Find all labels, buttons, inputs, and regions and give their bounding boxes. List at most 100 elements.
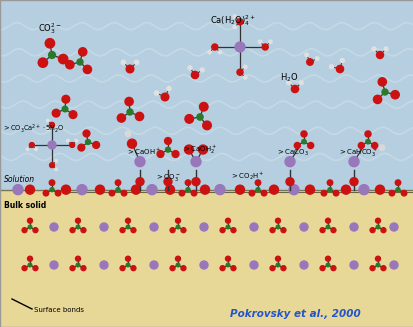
Circle shape bbox=[389, 223, 397, 231]
Circle shape bbox=[75, 139, 78, 142]
Circle shape bbox=[125, 97, 133, 106]
Circle shape bbox=[55, 160, 57, 162]
Circle shape bbox=[375, 256, 380, 261]
Circle shape bbox=[235, 42, 244, 52]
Circle shape bbox=[191, 190, 196, 196]
Circle shape bbox=[291, 85, 298, 93]
Circle shape bbox=[285, 178, 293, 186]
Circle shape bbox=[22, 228, 27, 232]
Circle shape bbox=[77, 185, 87, 195]
Circle shape bbox=[319, 266, 324, 271]
Circle shape bbox=[301, 139, 306, 144]
Circle shape bbox=[81, 266, 86, 271]
Circle shape bbox=[154, 91, 158, 95]
Circle shape bbox=[269, 185, 278, 194]
Text: $\mathregular{>CO_3^-}$: $\mathregular{>CO_3^-}$ bbox=[154, 172, 180, 183]
Circle shape bbox=[329, 65, 333, 69]
Circle shape bbox=[100, 261, 108, 269]
Text: $\mathregular{Ca(H_2O)_4^{2+}}$: $\mathregular{Ca(H_2O)_4^{2+}}$ bbox=[209, 13, 255, 27]
Circle shape bbox=[66, 60, 74, 69]
Circle shape bbox=[83, 130, 90, 137]
Circle shape bbox=[249, 261, 257, 269]
Circle shape bbox=[336, 65, 343, 73]
Text: Surface bonds: Surface bonds bbox=[34, 307, 84, 313]
Circle shape bbox=[383, 47, 387, 51]
Circle shape bbox=[55, 168, 57, 171]
Circle shape bbox=[306, 59, 313, 65]
Circle shape bbox=[214, 185, 224, 195]
Circle shape bbox=[371, 47, 375, 51]
Circle shape bbox=[192, 178, 199, 186]
Circle shape bbox=[22, 266, 27, 271]
Circle shape bbox=[261, 190, 266, 196]
Circle shape bbox=[126, 225, 130, 229]
Bar bbox=[0, 0, 413, 190]
Circle shape bbox=[131, 185, 140, 194]
Circle shape bbox=[26, 185, 34, 194]
Circle shape bbox=[377, 78, 385, 86]
Circle shape bbox=[236, 69, 242, 75]
Circle shape bbox=[93, 142, 99, 148]
Circle shape bbox=[135, 157, 145, 167]
Circle shape bbox=[46, 119, 49, 122]
Circle shape bbox=[365, 139, 369, 144]
Circle shape bbox=[230, 266, 235, 271]
Circle shape bbox=[341, 185, 350, 194]
Circle shape bbox=[165, 185, 174, 194]
Circle shape bbox=[275, 263, 279, 267]
Circle shape bbox=[300, 131, 306, 137]
Circle shape bbox=[339, 59, 344, 62]
Circle shape bbox=[326, 180, 332, 185]
Circle shape bbox=[233, 26, 236, 29]
Circle shape bbox=[170, 266, 175, 271]
Text: $\mathregular{>CaCO_3}$: $\mathregular{>CaCO_3}$ bbox=[275, 148, 308, 158]
Circle shape bbox=[220, 228, 225, 232]
Circle shape bbox=[76, 263, 80, 267]
Circle shape bbox=[150, 223, 158, 231]
Circle shape bbox=[27, 218, 32, 223]
Text: Bulk solid: Bulk solid bbox=[4, 201, 46, 210]
Circle shape bbox=[319, 228, 324, 232]
Circle shape bbox=[75, 218, 80, 223]
Circle shape bbox=[375, 225, 379, 229]
Circle shape bbox=[166, 86, 171, 91]
Circle shape bbox=[35, 148, 37, 150]
Circle shape bbox=[380, 228, 385, 232]
Circle shape bbox=[249, 190, 254, 196]
Circle shape bbox=[200, 68, 204, 72]
Circle shape bbox=[307, 143, 313, 148]
Circle shape bbox=[125, 256, 130, 261]
Circle shape bbox=[304, 53, 308, 57]
Circle shape bbox=[150, 261, 158, 269]
Circle shape bbox=[127, 139, 136, 148]
Circle shape bbox=[325, 256, 330, 261]
Circle shape bbox=[305, 185, 314, 194]
Circle shape bbox=[70, 228, 75, 232]
Circle shape bbox=[197, 114, 203, 120]
Circle shape bbox=[364, 131, 370, 137]
Circle shape bbox=[325, 218, 330, 223]
Circle shape bbox=[48, 52, 55, 59]
Circle shape bbox=[125, 131, 131, 136]
Circle shape bbox=[85, 140, 90, 145]
Text: $\mathregular{CO_3^{2-}}$: $\mathregular{CO_3^{2-}}$ bbox=[38, 22, 62, 37]
Circle shape bbox=[131, 228, 135, 232]
Circle shape bbox=[29, 143, 34, 147]
Circle shape bbox=[125, 218, 130, 223]
Circle shape bbox=[135, 112, 143, 121]
Circle shape bbox=[378, 145, 384, 150]
Circle shape bbox=[109, 190, 114, 196]
Circle shape bbox=[349, 178, 357, 186]
Text: $\mathregular{>CaOH^+}$: $\mathregular{>CaOH^+}$ bbox=[126, 147, 161, 157]
Circle shape bbox=[200, 185, 209, 194]
Circle shape bbox=[211, 44, 217, 50]
Circle shape bbox=[75, 256, 80, 261]
Circle shape bbox=[50, 261, 58, 269]
Circle shape bbox=[100, 223, 108, 231]
Circle shape bbox=[120, 228, 125, 232]
Circle shape bbox=[330, 266, 335, 271]
Circle shape bbox=[62, 95, 69, 103]
Circle shape bbox=[175, 218, 180, 223]
Circle shape bbox=[375, 218, 380, 223]
Circle shape bbox=[220, 266, 225, 271]
